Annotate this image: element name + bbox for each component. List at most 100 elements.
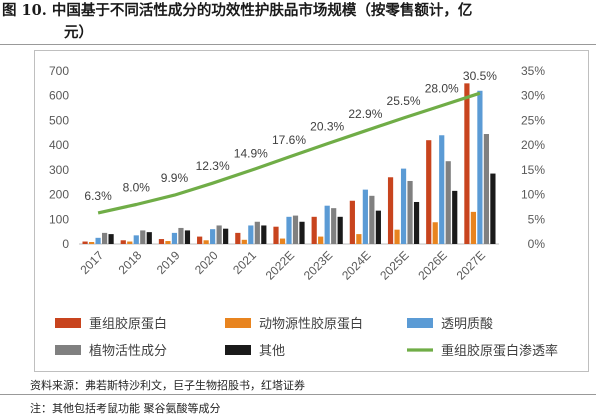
y-tick-label: 300: [49, 163, 69, 177]
bar-2017: [108, 234, 114, 244]
figure-title-line1: 图 10. 中国基于不同活性成分的功效性护肤品市场规模（按零售额计，亿: [2, 2, 473, 19]
x-tick-label: 2021: [230, 248, 259, 277]
bar-2022E: [279, 238, 286, 244]
y-tick-label: 600: [49, 89, 69, 103]
bar-2018: [127, 241, 133, 244]
bar-2018: [146, 232, 152, 244]
bar-2021: [235, 232, 241, 244]
note-text: 注：其他包括考鼠功能 聚谷氨酸等成分: [30, 402, 221, 415]
y-tick-label: 500: [49, 113, 69, 127]
y-tick-label: 400: [49, 138, 69, 152]
y-tick-label: 100: [49, 212, 69, 226]
bar-2025E: [413, 201, 420, 244]
legend-label: 动物源性胶原蛋白: [259, 316, 363, 332]
bar-2022E: [286, 216, 292, 244]
bar-2020: [197, 236, 203, 244]
bar-2017: [82, 241, 88, 244]
bar-2023E: [318, 236, 324, 244]
line-data-label: 30.5%: [463, 69, 497, 83]
line-data-label: 9.9%: [161, 171, 189, 185]
bar-2018: [120, 240, 126, 244]
x-tick-label: 2025E: [377, 248, 411, 282]
y-tick-label: 200: [49, 188, 69, 202]
bar-2024E: [349, 200, 355, 244]
y2-tick-label: 5%: [528, 212, 546, 226]
y2-tick-label: 15%: [521, 163, 545, 177]
bar-2017: [88, 242, 95, 244]
bar-2023E: [311, 216, 317, 244]
y-tick-label: 0: [62, 237, 69, 251]
bar-2019: [165, 241, 171, 244]
y-tick-label: 700: [49, 64, 69, 78]
bar-2027E: [464, 83, 470, 244]
chart-frame: 0 100 200 300 400 500 600 700 0% 5% 10% 15% 20% 25% 30…: [34, 50, 589, 372]
bar-2017: [101, 232, 108, 244]
y2-tick-label: 30%: [521, 89, 545, 103]
bar-2021: [248, 225, 254, 244]
line-data-label: 28.0%: [425, 82, 459, 96]
x-tick-label: 2024E: [339, 248, 373, 282]
penetration-rate-line: [97, 91, 481, 215]
bar-2018: [140, 230, 146, 244]
y2-tick-label: 10%: [521, 188, 545, 202]
x-tick-label: 2018: [116, 248, 145, 277]
bar-2020: [223, 228, 229, 244]
bar-2020: [216, 225, 222, 244]
bar-2020: [210, 229, 216, 244]
bar-2027E: [490, 173, 496, 244]
bar-2023E: [337, 216, 343, 244]
y2-tick-label: 25%: [521, 113, 545, 127]
legend-swatch: [407, 318, 433, 328]
line-data-label: 14.9%: [234, 146, 268, 160]
figure-title: 图 10. 中国基于不同活性成分的功效性护肤品市场规模（按零售额计，亿 元）: [2, 0, 594, 44]
x-tick-label: 2027E: [454, 248, 488, 282]
line-data-label: 8.0%: [123, 180, 151, 194]
x-tick-label: 2026E: [415, 248, 449, 282]
legend-label: 重组胶原蛋白: [89, 316, 167, 332]
source-text: 资料来源：弗若斯特沙利文，巨子生物招股书，红塔证券: [30, 379, 305, 392]
bar-2019: [178, 227, 184, 244]
bar-2020: [203, 240, 209, 244]
x-tick-label: 2019: [154, 248, 183, 277]
legend-swatch: [225, 318, 251, 328]
legend-label: 重组胶原蛋白渗透率: [441, 343, 558, 359]
bar-2027E: [477, 90, 483, 244]
bar-2022E: [292, 215, 299, 244]
line-data-label: 12.3%: [196, 159, 230, 173]
line-data-label: 6.3%: [84, 189, 112, 203]
y2-tick-label: 20%: [521, 138, 545, 152]
bar-2024E: [375, 210, 381, 244]
bar-2021: [241, 239, 247, 244]
bar-2021: [261, 225, 267, 244]
bar-2019: [171, 232, 178, 244]
bar-2023E: [331, 208, 337, 244]
bar-2024E: [369, 195, 375, 244]
x-tick-label: 2022E: [263, 248, 297, 282]
bar-2027E: [470, 211, 477, 244]
bar-2025E: [400, 168, 407, 244]
y2-tick-label: 35%: [521, 64, 545, 78]
x-tick-label: 2023E: [301, 248, 335, 282]
bar-2017: [95, 237, 101, 244]
bar-2026E: [445, 161, 451, 244]
line-data-label: 17.6%: [272, 133, 306, 147]
bar-2018: [133, 235, 139, 244]
legend-swatch: [55, 318, 81, 328]
x-tick-label: 2017: [77, 248, 106, 277]
y2-tick-label: 0%: [528, 237, 546, 251]
bar-2026E: [426, 140, 432, 244]
bar-2021: [254, 221, 260, 244]
x-tick-label: 2020: [192, 248, 221, 277]
legend-label: 其他: [259, 344, 285, 359]
legend-swatch: [225, 345, 251, 355]
line-data-label: 22.9%: [348, 107, 382, 121]
bar-2024E: [356, 234, 362, 244]
bar-2025E: [394, 229, 400, 244]
bar-2025E: [387, 177, 394, 244]
chart-svg: 0 100 200 300 400 500 600 700 0% 5% 10% 15% 20% 25% 30…: [49, 64, 558, 359]
bar-2024E: [362, 189, 368, 244]
bar-2026E: [452, 190, 458, 244]
bar-2027E: [483, 134, 490, 244]
line-data-label: 25.5%: [387, 94, 421, 108]
legend-label: 透明质酸: [441, 317, 493, 332]
